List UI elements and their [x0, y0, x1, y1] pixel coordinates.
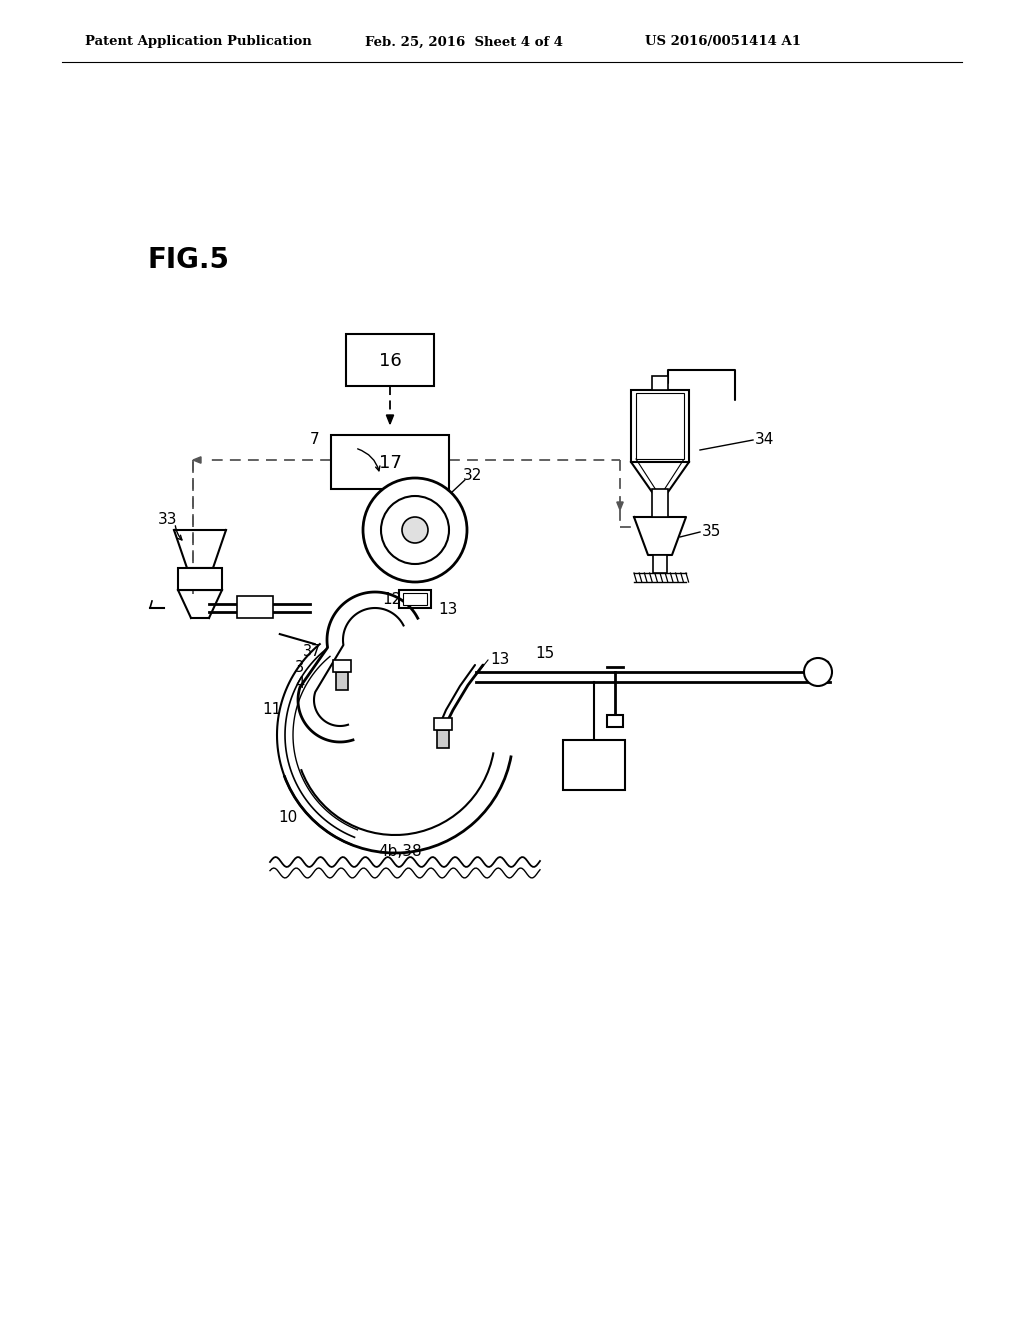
Bar [653, 554, 667, 573]
Bar [399, 590, 431, 609]
Text: 34: 34 [755, 433, 774, 447]
Text: 13: 13 [438, 602, 458, 618]
Polygon shape [386, 511, 393, 520]
Circle shape [804, 657, 831, 686]
Text: 35: 35 [702, 524, 721, 540]
Circle shape [362, 478, 467, 582]
Bar [331, 436, 449, 488]
Text: 33: 33 [158, 512, 177, 528]
Bar [346, 334, 434, 385]
Text: FIG.5: FIG.5 [148, 246, 230, 275]
Circle shape [402, 517, 428, 543]
Text: 32: 32 [463, 467, 482, 483]
Bar [178, 568, 222, 590]
Text: 15: 15 [535, 647, 554, 661]
Bar [607, 715, 623, 727]
Bar [652, 488, 668, 517]
Text: 4b,38: 4b,38 [378, 845, 422, 859]
Polygon shape [386, 414, 393, 424]
Text: US 2016/0051414 A1: US 2016/0051414 A1 [645, 36, 801, 49]
Bar [636, 393, 684, 459]
Text: 17: 17 [379, 454, 401, 473]
Bar [652, 376, 668, 389]
Bar [336, 672, 348, 690]
Text: 12: 12 [382, 593, 401, 607]
Text: 10: 10 [278, 810, 297, 825]
Text: 13: 13 [490, 652, 509, 668]
Text: 4: 4 [295, 676, 304, 692]
Bar [403, 593, 427, 605]
Text: 11: 11 [262, 702, 282, 718]
Text: 7: 7 [310, 433, 319, 447]
Polygon shape [616, 502, 624, 510]
Text: Feb. 25, 2016  Sheet 4 of 4: Feb. 25, 2016 Sheet 4 of 4 [365, 36, 563, 49]
Polygon shape [193, 457, 201, 463]
Text: 16: 16 [379, 352, 401, 370]
Bar [237, 597, 273, 618]
Text: 3: 3 [295, 660, 304, 676]
Bar [434, 718, 452, 730]
Bar [631, 389, 689, 462]
Circle shape [381, 496, 449, 564]
Text: Patent Application Publication: Patent Application Publication [85, 36, 311, 49]
Bar [333, 660, 351, 672]
Bar [437, 730, 449, 748]
Text: 37: 37 [303, 644, 322, 660]
Bar [563, 741, 625, 789]
